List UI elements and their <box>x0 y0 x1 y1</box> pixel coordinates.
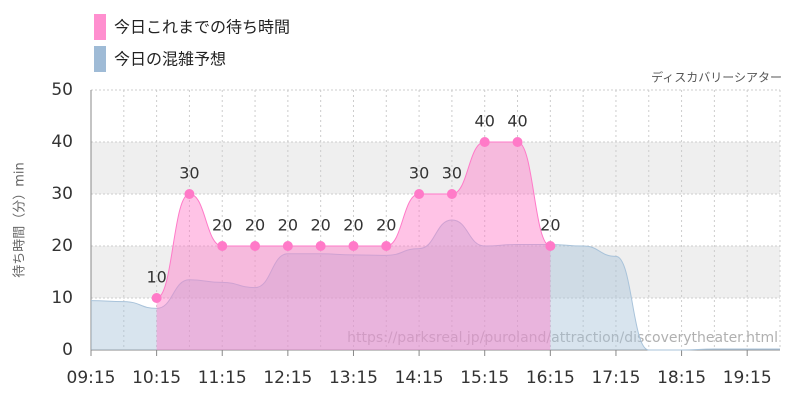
y-tick-label: 20 <box>51 236 73 256</box>
data-label: 30 <box>179 164 199 183</box>
point <box>315 241 326 251</box>
y-tick-label: 10 <box>51 288 73 308</box>
point <box>381 241 392 251</box>
x-tick-label: 18:15 <box>657 368 706 388</box>
y-tick-label: 50 <box>51 80 73 100</box>
point <box>151 293 162 303</box>
subtitle: ディスカバリーシアター <box>651 70 782 85</box>
data-label: 20 <box>343 216 363 235</box>
x-tick-label: 16:15 <box>526 368 575 388</box>
grid-band <box>91 142 780 194</box>
x-tick-label: 19:15 <box>723 368 772 388</box>
point <box>479 137 490 147</box>
point <box>184 189 195 199</box>
data-label: 20 <box>245 216 265 235</box>
point <box>545 241 556 251</box>
data-label: 20 <box>540 216 560 235</box>
legend-label: 今日これまでの待ち時間 <box>114 18 290 37</box>
point <box>348 241 359 251</box>
area <box>91 220 780 350</box>
legend-swatch <box>94 46 106 72</box>
x-tick-label: 11:15 <box>198 368 247 388</box>
x-tick-label: 15:15 <box>460 368 509 388</box>
legend-label: 今日の混雑予想 <box>114 50 226 69</box>
data-label: 40 <box>507 112 527 131</box>
point <box>512 137 523 147</box>
area-line <box>90 219 780 351</box>
point <box>250 241 261 251</box>
point <box>414 189 425 199</box>
point <box>282 241 293 251</box>
point <box>446 189 457 199</box>
data-label: 20 <box>212 216 232 235</box>
data-label: 30 <box>442 164 462 183</box>
x-tick-label: 09:15 <box>67 368 116 388</box>
watermark: https://parksreal.jp/puroland/attraction… <box>347 330 778 346</box>
y-axis-label: 待ち時間（分）min <box>13 162 28 278</box>
point <box>217 241 228 251</box>
x-tick-label: 13:15 <box>329 368 378 388</box>
x-tick-label: 10:15 <box>132 368 181 388</box>
y-tick-label: 30 <box>51 184 73 204</box>
data-label: 20 <box>310 216 330 235</box>
data-label: 30 <box>409 164 429 183</box>
y-tick-label: 0 <box>62 340 73 360</box>
x-tick-label: 17:15 <box>591 368 640 388</box>
grid-band <box>91 246 780 298</box>
x-tick-label: 12:15 <box>263 368 312 388</box>
data-label: 10 <box>146 268 166 287</box>
data-label: 20 <box>376 216 396 235</box>
x-tick-label: 14:15 <box>395 368 444 388</box>
data-label: 40 <box>475 112 495 131</box>
legend-swatch <box>94 14 106 40</box>
y-tick-label: 40 <box>51 132 73 152</box>
data-label: 20 <box>278 216 298 235</box>
